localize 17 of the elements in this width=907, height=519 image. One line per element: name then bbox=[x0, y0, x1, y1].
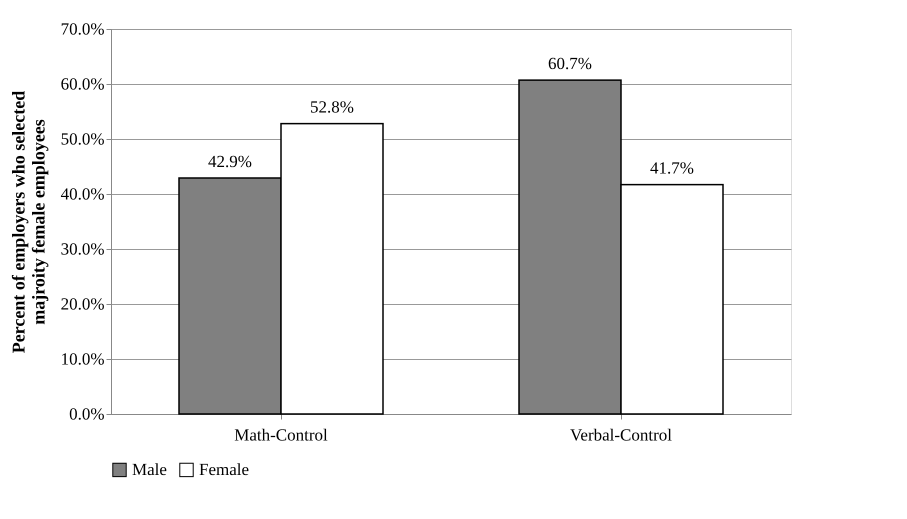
y-tick-label: 10.0% bbox=[60, 350, 104, 368]
y-tick-label: 50.0% bbox=[60, 130, 104, 148]
data-label: 41.7% bbox=[650, 158, 694, 178]
data-label: 52.8% bbox=[310, 98, 354, 117]
y-tick-label: 60.0% bbox=[60, 74, 104, 94]
y-axis-title: Percent of employers who selected majroity female employees bbox=[8, 90, 49, 354]
x-tick-label: Math-Control bbox=[234, 426, 328, 444]
y-tick-label: 0.0% bbox=[69, 404, 104, 424]
y-tick-label: 70.0% bbox=[60, 20, 104, 38]
y-tick-label: 30.0% bbox=[60, 240, 104, 258]
data-label: 42.9% bbox=[208, 152, 252, 172]
y-tick-label: 20.0% bbox=[60, 294, 104, 314]
x-tick-label: Verbal-Control bbox=[570, 426, 672, 444]
y-tick-label: 40.0% bbox=[60, 184, 104, 204]
legend-label: Female bbox=[199, 460, 250, 479]
data-label: 60.7% bbox=[548, 54, 592, 74]
legend-label: Male bbox=[132, 460, 167, 479]
